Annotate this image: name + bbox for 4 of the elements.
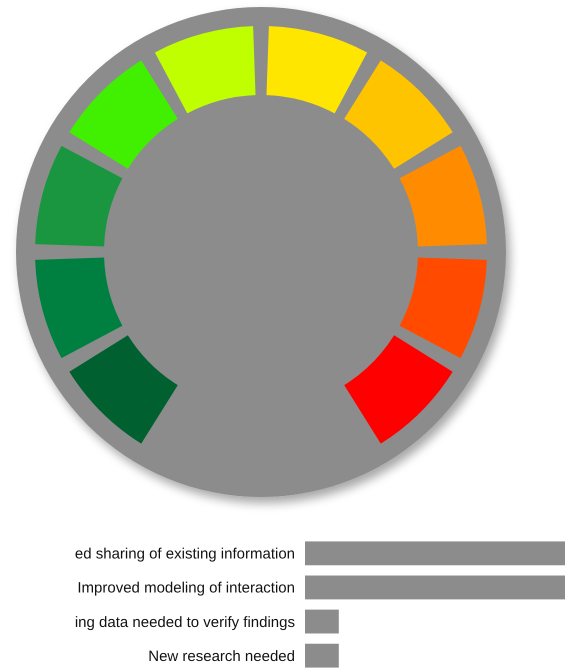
y-tick-label: Improved modeling of interaction <box>77 580 295 597</box>
y-tick-label: New research needed <box>148 648 295 665</box>
y-tick-label: ing data needed to verify findings <box>74 614 295 631</box>
y-tick-label: ed sharing of existing information <box>74 546 295 563</box>
